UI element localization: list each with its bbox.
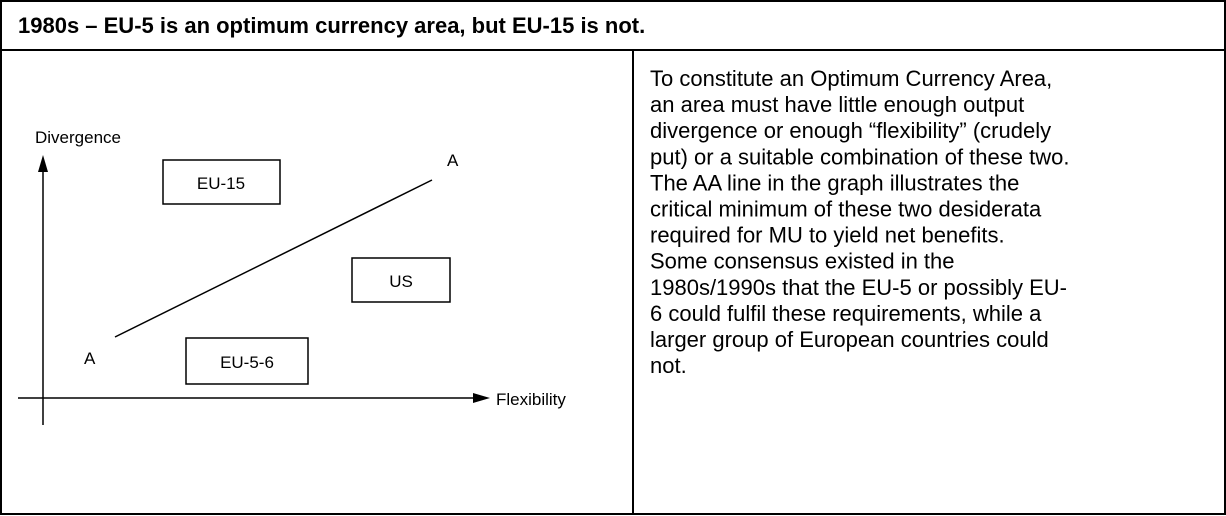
paragraph-line: not. [650, 353, 687, 378]
x-arrowhead [473, 393, 490, 403]
x-axis-label: Flexibility [496, 390, 566, 409]
paragraph-line: divergence or enough “flexibility” (crud… [650, 118, 1051, 143]
box-label: EU-15 [197, 174, 245, 193]
paragraph-line: 1980s/1990s that the EU-5 or possibly EU… [650, 275, 1067, 300]
paragraph-line: put) or a suitable combination of these … [650, 144, 1069, 169]
paragraph-line: The AA line in the graph illustrates the [650, 170, 1019, 195]
box [351, 257, 451, 303]
paragraph-line: Some consensus existed in the [650, 249, 955, 274]
title: 1980s – EU-5 is an optimum currency area… [18, 13, 645, 38]
paragraph-line: To constitute an Optimum Currency Area, [650, 66, 1052, 91]
box [162, 159, 281, 205]
paragraph-line: an area must have little enough output [650, 92, 1024, 117]
y-axis-label: Divergence [35, 128, 121, 147]
box-label: US [389, 272, 413, 291]
box [185, 337, 309, 385]
aa-line [114, 179, 433, 338]
line-label: A [84, 349, 96, 368]
y-arrowhead [38, 155, 48, 172]
paragraph-line: 6 could fulfil these requirements, while… [650, 301, 1042, 326]
paragraph-line: critical minimum of these two desiderata [650, 197, 1042, 222]
paragraph: To constitute an Optimum Currency Area,a… [650, 66, 1069, 378]
line-label: A [447, 151, 459, 170]
paragraph-line: required for MU to yield net benefits. [650, 223, 1005, 248]
paragraph-line: larger group of European countries could [650, 327, 1049, 352]
box-label: EU-5-6 [220, 353, 274, 372]
